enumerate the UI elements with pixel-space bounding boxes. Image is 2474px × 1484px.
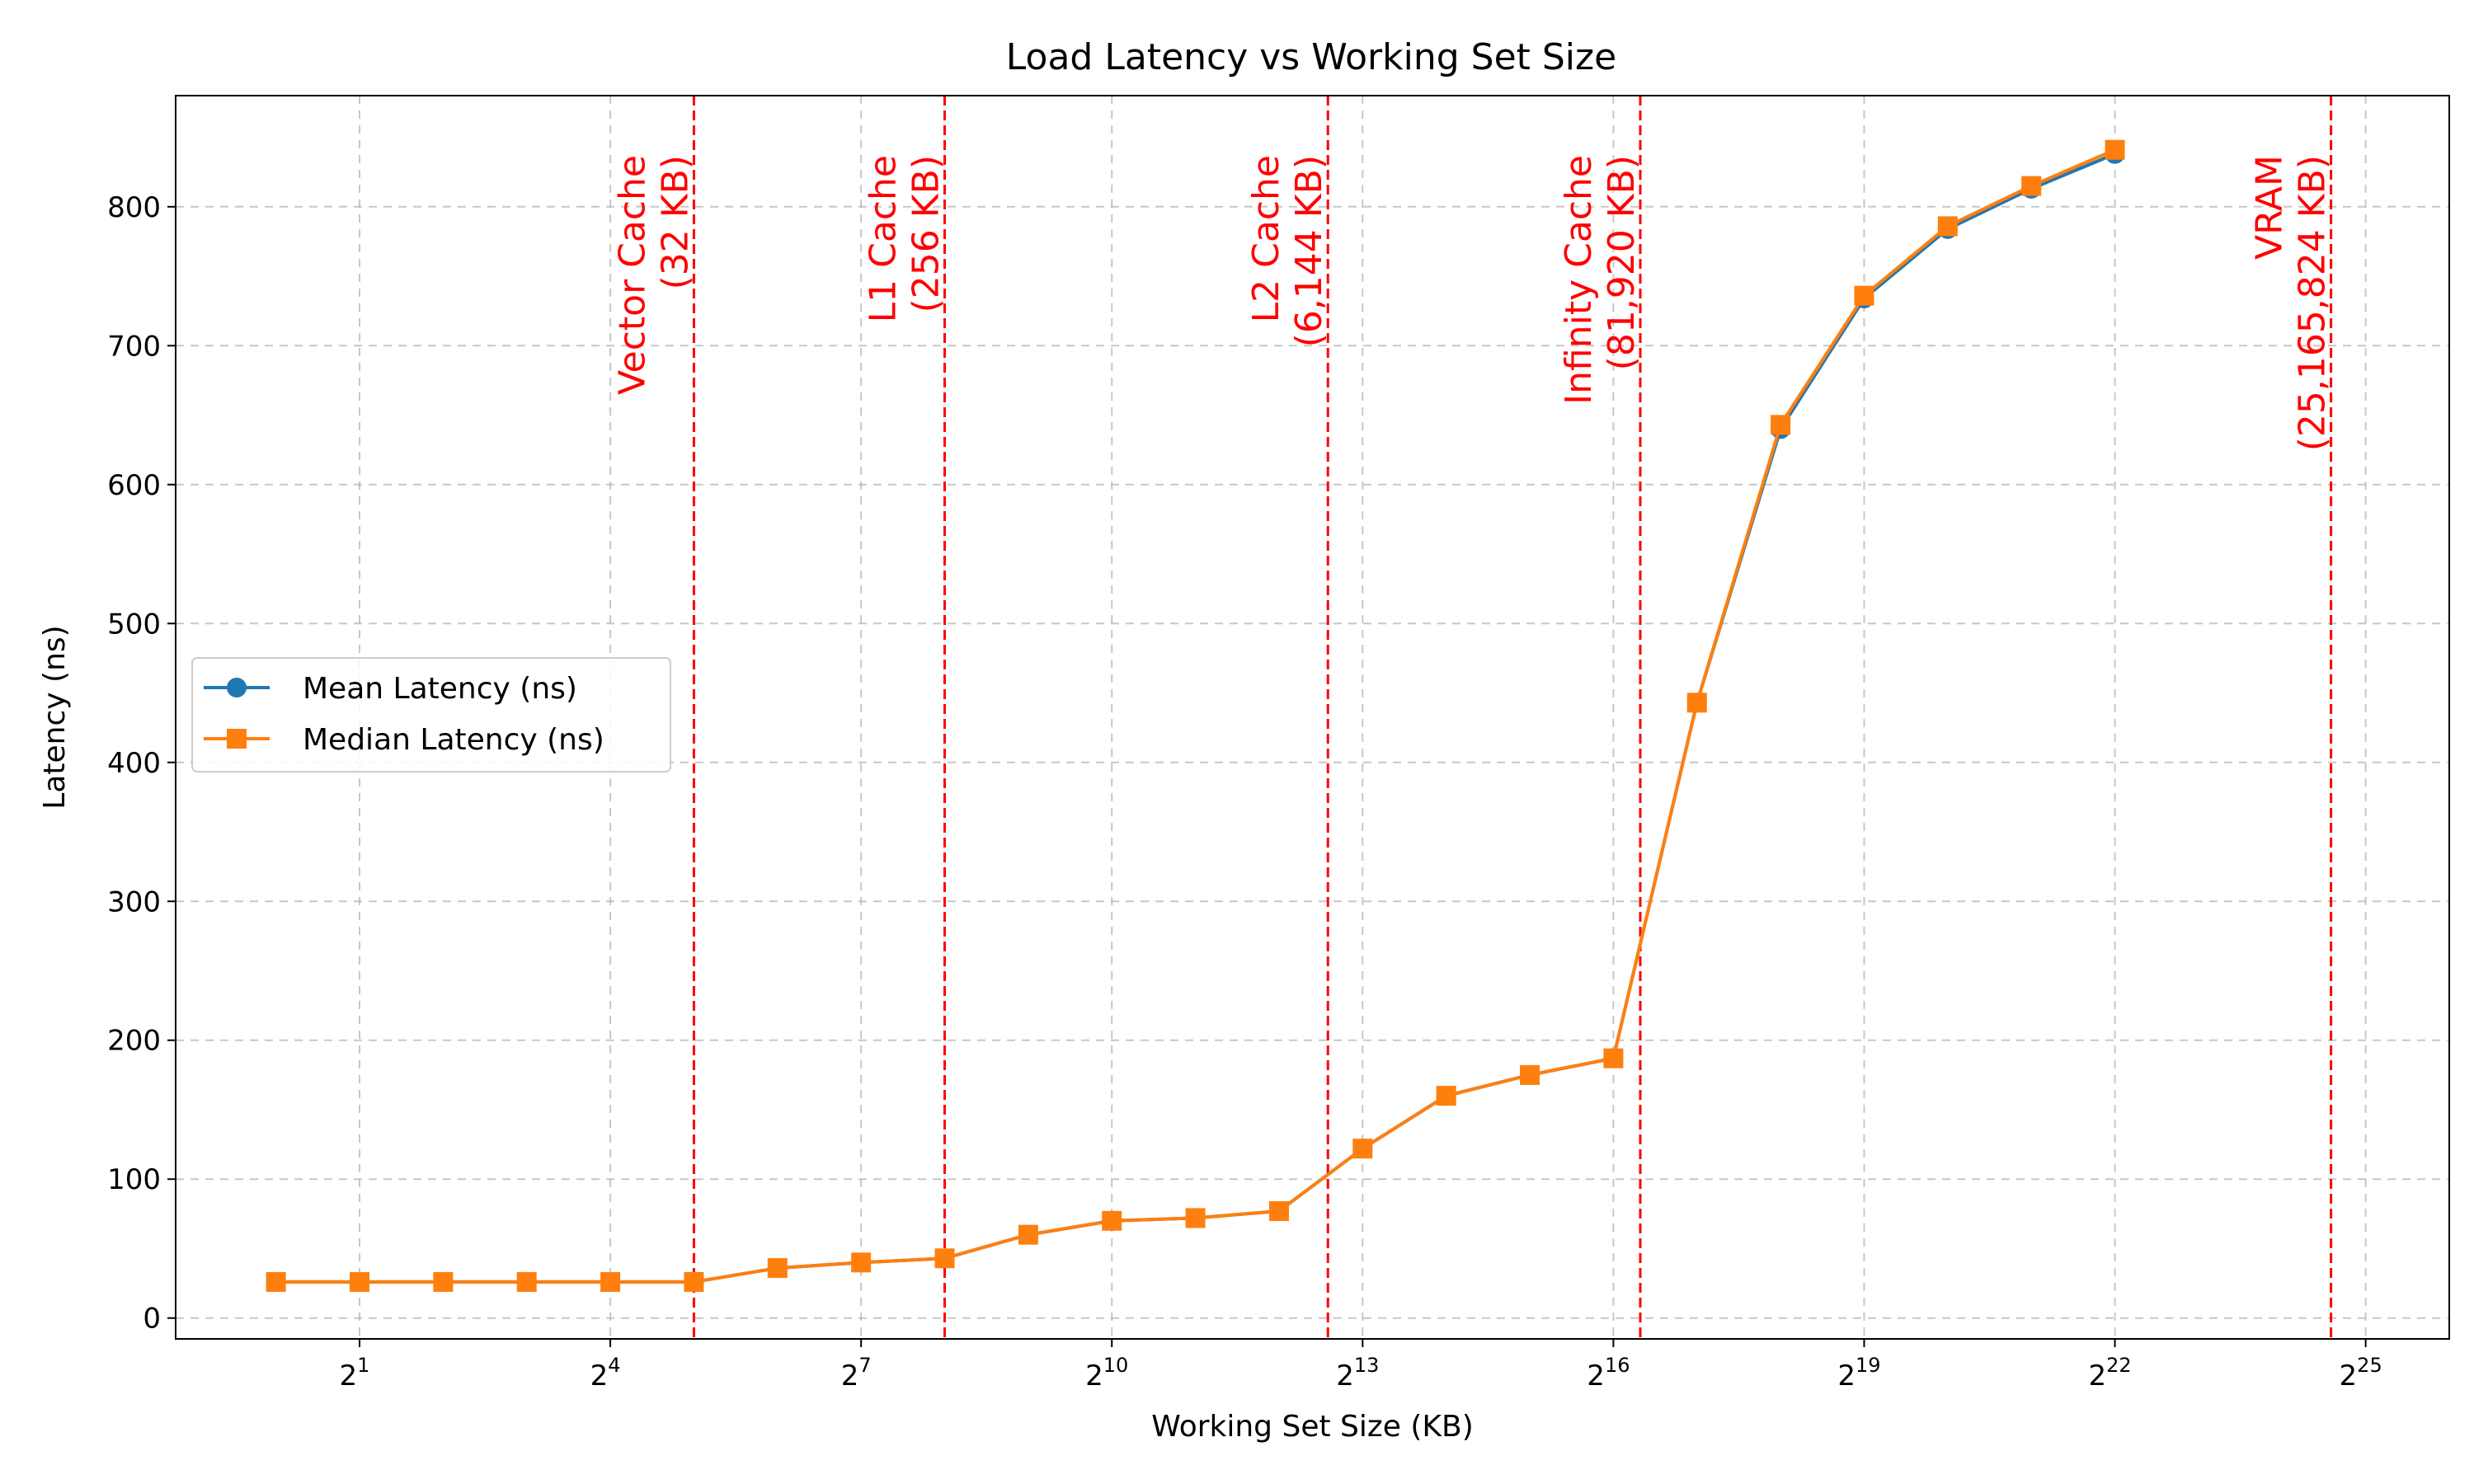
cache-label-name: L2 Cache — [1245, 155, 1287, 322]
data-point-median — [433, 1271, 454, 1292]
data-point-median — [266, 1271, 286, 1292]
x-tick-label: 210 — [1085, 1354, 1128, 1392]
data-point-median — [516, 1271, 537, 1292]
x-tick-label: 213 — [1336, 1354, 1379, 1392]
y-tick-label: 700 — [107, 330, 161, 363]
data-point-median — [600, 1271, 621, 1292]
legend-marker-square — [227, 729, 247, 749]
x-tick-label: 219 — [1837, 1354, 1880, 1392]
y-tick-label: 300 — [107, 885, 161, 918]
data-point-median — [1352, 1139, 1373, 1159]
y-axis-title: Latency (ns) — [38, 625, 72, 809]
data-point-median — [1018, 1224, 1038, 1245]
y-tick-label: 400 — [107, 747, 161, 780]
x-tick-label: 21 — [340, 1354, 370, 1392]
data-point-median — [349, 1271, 369, 1292]
y-tick-label: 800 — [107, 191, 161, 224]
data-point-median — [1185, 1208, 1206, 1228]
data-point-median — [684, 1271, 704, 1292]
y-tick-label: 500 — [107, 608, 161, 641]
data-point-median — [1436, 1086, 1456, 1106]
chart-title: Load Latency vs Working Set Size — [1006, 36, 1616, 78]
x-axis-title: Working Set Size (KB) — [1151, 1410, 1474, 1444]
cache-label-size: (256 KB) — [905, 155, 948, 312]
y-tick-label: 200 — [107, 1025, 161, 1058]
x-tick-label: 216 — [1587, 1354, 1630, 1392]
data-point-median — [2021, 176, 2042, 196]
legend-entry-label: Mean Latency (ns) — [303, 672, 577, 706]
data-point-median — [1603, 1048, 1624, 1068]
cache-label-name: Vector Cache — [611, 155, 653, 395]
data-point-median — [1771, 415, 1791, 435]
data-point-median — [2105, 139, 2125, 160]
cache-label-name: VRAM — [2249, 155, 2291, 260]
cache-label-size: (25,165,824 KB) — [2292, 155, 2334, 451]
cache-label-size: (81,920 KB) — [1601, 155, 1643, 370]
legend-marker-circle — [227, 678, 247, 697]
data-point-median — [767, 1258, 788, 1279]
cache-label-size: (32 KB) — [654, 155, 696, 289]
x-tick-label: 222 — [2088, 1354, 2131, 1392]
y-tick-label: 600 — [107, 469, 161, 502]
data-point-median — [1520, 1064, 1540, 1085]
series-layer — [266, 139, 2125, 1292]
data-point-median — [1268, 1200, 1289, 1221]
data-point-median — [1937, 216, 1958, 237]
legend: Mean Latency (ns) Median Latency (ns) — [191, 657, 671, 773]
cache-boundary-lines: Vector Cache (32 KB) L1 Cache (256 KB) L2 Ca… — [611, 96, 2334, 1339]
x-tick-label: 27 — [841, 1354, 872, 1392]
cache-label-name: Infinity Cache — [1558, 155, 1600, 405]
legend-box — [191, 657, 671, 773]
cache-label-name: L1 Cache — [863, 155, 905, 322]
legend-entry-label: Median Latency (ns) — [303, 723, 604, 757]
data-point-median — [1686, 693, 1707, 713]
cache-label-size: (6,144 KB) — [1288, 155, 1330, 347]
data-point-median — [934, 1248, 955, 1269]
y-tick-label: 0 — [143, 1303, 161, 1336]
axis-ticks: 0 100 200 300 400 500 600 700 800 21 24 27 210 213 216… — [107, 191, 2382, 1392]
data-point-median — [1102, 1210, 1122, 1231]
data-point-median — [851, 1252, 872, 1273]
x-tick-label: 225 — [2340, 1354, 2382, 1392]
y-tick-label: 100 — [107, 1163, 161, 1196]
plot-frame — [175, 95, 2450, 1340]
data-point-median — [1854, 285, 1874, 306]
x-tick-label: 24 — [590, 1354, 621, 1392]
